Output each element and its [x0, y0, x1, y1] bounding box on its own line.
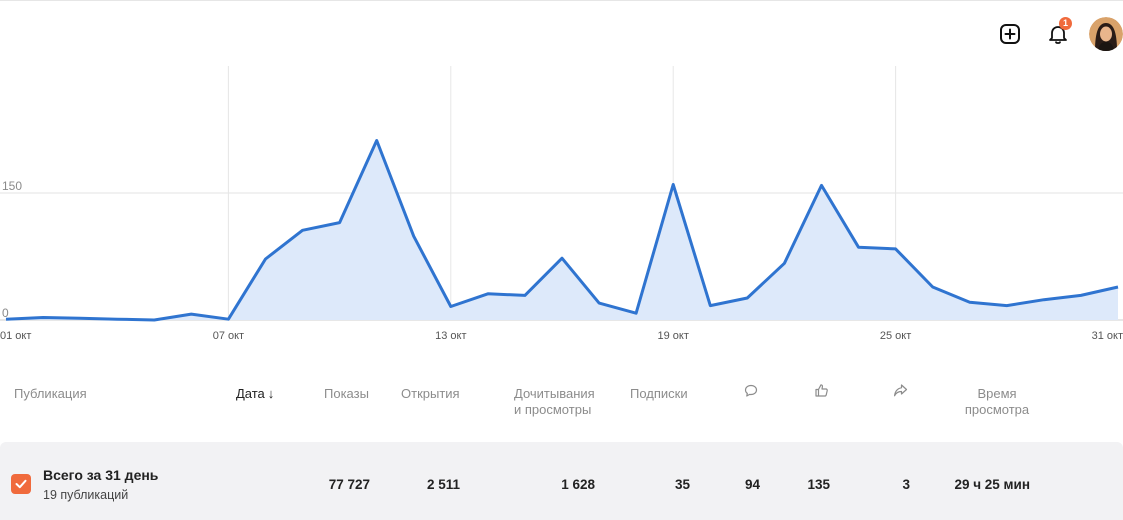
total-comments: 94	[744, 477, 760, 492]
notifications-button[interactable]: 1	[1040, 16, 1076, 52]
col-view-time-line1: Время	[977, 386, 1017, 401]
col-reposts[interactable]	[893, 383, 908, 402]
create-button[interactable]	[992, 16, 1028, 52]
avatar-image	[1089, 17, 1123, 51]
col-reads-line2: и просмотры	[514, 402, 592, 417]
total-checkbox[interactable]	[11, 474, 31, 494]
avatar[interactable]	[1089, 17, 1123, 51]
comment-icon	[744, 384, 758, 397]
views-chart: 0 150 01 окт 07 окт 13 окт 19 окт 25 окт 31 ок…	[0, 66, 1123, 342]
col-view-time[interactable]: Время просмотра	[964, 386, 1030, 418]
col-views[interactable]: Показы	[324, 386, 369, 401]
total-reads: 1 628	[561, 477, 595, 492]
notification-badge: 1	[1059, 17, 1072, 30]
check-icon	[15, 479, 27, 489]
total-views: 77 727	[328, 477, 370, 492]
col-reads-line1: Дочитывания	[514, 386, 595, 401]
x-tick-3: 19 окт	[658, 330, 689, 342]
x-tick-0: 01 окт	[0, 330, 31, 342]
total-title: Всего за 31 день	[43, 467, 159, 483]
y-axis-ticks: 0 150	[2, 179, 22, 320]
col-likes[interactable]	[814, 383, 829, 402]
chart-area	[6, 140, 1118, 320]
total-subtitle: 19 публикаций	[43, 488, 129, 502]
x-tick-1: 07 окт	[213, 330, 244, 342]
col-reads[interactable]: Дочитывания и просмотры	[514, 386, 595, 418]
plus-square-icon	[1000, 24, 1020, 44]
total-row: Всего за 31 день 19 публикаций 77 727 2 …	[0, 442, 1123, 520]
y-tick-1: 150	[2, 179, 22, 193]
total-subscriptions: 35	[674, 477, 690, 492]
total-view-time: 29 ч 25 мин	[954, 477, 1030, 492]
col-view-time-line2: просмотра	[964, 402, 1030, 417]
share-icon	[894, 384, 908, 397]
x-axis-ticks: 01 окт 07 окт 13 окт 19 окт 25 окт 31 окт	[0, 330, 1123, 342]
col-date-label: Дата	[236, 386, 265, 401]
sort-arrow-icon: ↓	[267, 386, 275, 401]
y-tick-0: 0	[2, 306, 9, 320]
x-tick-4: 25 окт	[880, 330, 911, 342]
bell-icon	[1049, 26, 1067, 44]
col-comments[interactable]	[744, 384, 758, 402]
x-tick-5: 31 окт	[1092, 330, 1123, 342]
top-divider	[0, 0, 1123, 1]
col-publication[interactable]: Публикация	[14, 386, 87, 401]
total-reposts: 3	[902, 477, 910, 492]
col-opens[interactable]: Открытия	[401, 386, 460, 401]
x-tick-2: 13 окт	[435, 330, 466, 342]
total-likes: 135	[807, 477, 830, 492]
col-subscriptions[interactable]: Подписки	[630, 386, 688, 401]
total-opens: 2 511	[426, 477, 460, 492]
col-date[interactable]: Дата ↓	[236, 386, 274, 402]
like-icon	[815, 384, 828, 397]
chart-line	[5, 139, 1119, 322]
